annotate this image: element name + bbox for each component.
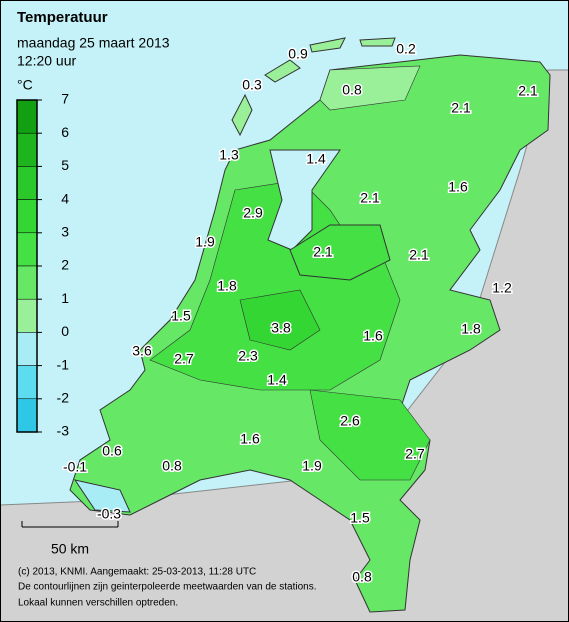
island bbox=[264, 59, 301, 83]
station-value: 3.6 bbox=[132, 343, 152, 359]
legend-tick-label: 6 bbox=[61, 124, 69, 140]
station-value: 1.4 bbox=[267, 372, 287, 388]
station-value: 0.2 bbox=[396, 41, 416, 57]
legend-swatch bbox=[16, 166, 38, 200]
station-value: 2.7 bbox=[174, 351, 194, 367]
legend-swatch bbox=[16, 232, 38, 267]
footer-line: Lokaal kunnen verschillen optreden. bbox=[18, 598, 178, 609]
station-value: -0.3 bbox=[97, 506, 121, 522]
legend-tick-label: 0 bbox=[61, 323, 69, 339]
station-value: 2.1 bbox=[518, 83, 538, 99]
station-value: 2.6 bbox=[340, 413, 360, 429]
footer-line: (c) 2013, KNMI. Aangemaakt: 25-03-2013, … bbox=[18, 567, 256, 578]
station-value: 0.8 bbox=[162, 458, 182, 474]
footer-line: De contourlijnen zijn geinterpoleerde me… bbox=[18, 582, 317, 593]
station-value: 1.6 bbox=[240, 431, 260, 447]
station-value: 0.9 bbox=[288, 46, 308, 62]
station-value: 2.7 bbox=[405, 446, 425, 462]
station-value: 1.8 bbox=[461, 321, 481, 337]
time: 12:20 uur bbox=[17, 53, 76, 69]
legend-tick-label: 3 bbox=[61, 224, 69, 240]
station-value: 1.2 bbox=[492, 280, 512, 296]
station-value: 1.5 bbox=[171, 308, 191, 324]
station-value: 2.1 bbox=[451, 100, 471, 116]
station-value: 1.4 bbox=[306, 151, 326, 167]
station-value: 2.3 bbox=[238, 348, 258, 364]
date: maandag 25 maart 2013 bbox=[17, 35, 170, 51]
legend-swatch bbox=[16, 332, 38, 366]
legend-swatch bbox=[16, 298, 38, 333]
station-value: 2.9 bbox=[243, 205, 263, 221]
zone bbox=[239, 289, 321, 351]
station-value: 2.1 bbox=[313, 244, 333, 260]
station-value: 1.9 bbox=[195, 234, 215, 250]
station-value: 1.6 bbox=[448, 179, 468, 195]
legend-swatch bbox=[16, 265, 38, 300]
legend-tick-label: 5 bbox=[61, 157, 69, 173]
station-value: 0.8 bbox=[352, 569, 372, 585]
legend-swatch bbox=[16, 365, 38, 400]
station-value: 1.6 bbox=[363, 328, 383, 344]
zone bbox=[73, 479, 131, 513]
title: Temperatuur bbox=[17, 9, 108, 26]
station-value: -0.1 bbox=[63, 459, 87, 475]
scale-label: 50 km bbox=[51, 541, 89, 557]
legend-tick-label: 2 bbox=[61, 257, 69, 273]
legend-tick-label: -3 bbox=[57, 423, 70, 439]
legend-swatch bbox=[16, 132, 38, 167]
station-value: 0.3 bbox=[242, 77, 262, 93]
legend-tick-label: 1 bbox=[61, 290, 69, 306]
legend-tick-label: 4 bbox=[61, 190, 69, 206]
legend-swatch bbox=[16, 398, 38, 433]
station-value: 1.5 bbox=[350, 510, 370, 526]
station-value: 1.3 bbox=[219, 147, 239, 163]
legend-swatch bbox=[16, 99, 38, 134]
station-value: 0.6 bbox=[102, 443, 122, 459]
zone bbox=[309, 389, 431, 481]
station-value: 1.8 bbox=[217, 278, 237, 294]
station-value: 2.1 bbox=[409, 247, 429, 263]
legend-tick-label: 7 bbox=[61, 91, 69, 107]
island bbox=[231, 93, 253, 137]
island bbox=[359, 37, 396, 47]
zone bbox=[319, 65, 421, 111]
legend-tick-label: -2 bbox=[57, 390, 70, 406]
station-value: 1.9 bbox=[302, 458, 322, 474]
lake bbox=[267, 149, 341, 251]
legend-swatch bbox=[16, 199, 38, 234]
legend-tick-label: -1 bbox=[57, 356, 70, 372]
unit: °C bbox=[17, 77, 33, 93]
station-value: 0.8 bbox=[342, 82, 362, 98]
flevoland bbox=[289, 224, 391, 281]
station-value: 3.8 bbox=[271, 320, 291, 336]
station-value: 2.1 bbox=[360, 190, 380, 206]
island bbox=[309, 37, 346, 53]
